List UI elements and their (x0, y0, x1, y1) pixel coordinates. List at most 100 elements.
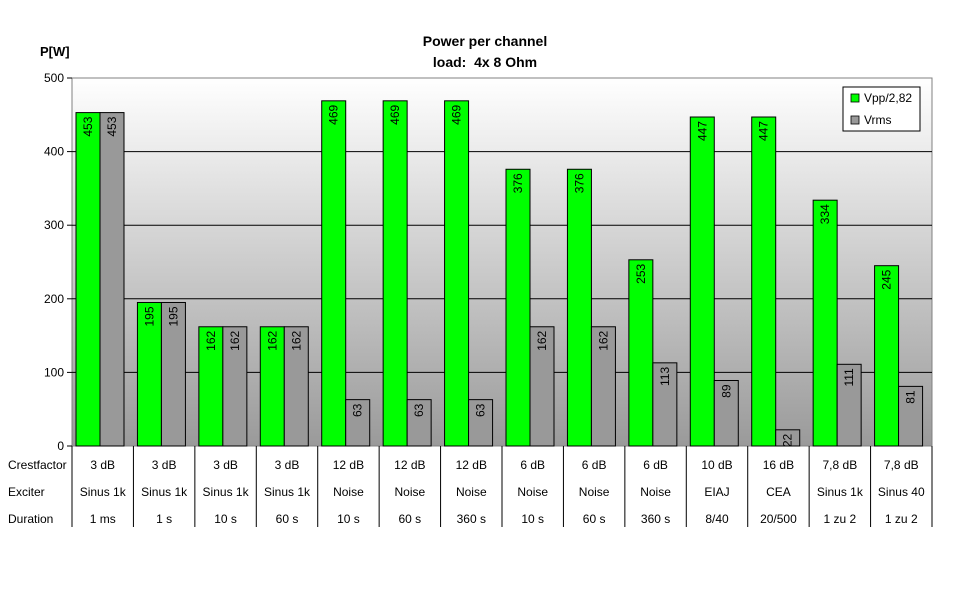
data-label-vpp-4: 469 (327, 104, 341, 124)
table-cell-crestfactor-11: 16 dB (763, 458, 794, 472)
table-cell-exciter-10: EIAJ (704, 485, 729, 499)
y-tick-label-500: 500 (44, 71, 64, 85)
data-label-vpp-5: 469 (388, 104, 402, 124)
y-tick-label-200: 200 (44, 292, 64, 306)
table-cell-exciter-7: Noise (517, 485, 548, 499)
bar-vrms-8 (590, 326, 616, 447)
table-cell-duration-6: 360 s (457, 512, 486, 526)
table-cell-duration-12: 1 zu 2 (824, 512, 857, 526)
bar-vpp-13 (874, 265, 900, 447)
bar-vpp-12 (812, 199, 838, 447)
bar-vrms-4 (345, 399, 371, 447)
legend-label-vrms: Vrms (864, 113, 892, 127)
bar-vpp-8 (566, 168, 592, 447)
data-label-vpp-3: 162 (265, 330, 279, 350)
table-cell-exciter-12: Sinus 1k (817, 485, 864, 499)
table-cell-exciter-9: Noise (640, 485, 671, 499)
chart-subtitle: load: 4x 8 Ohm (433, 54, 537, 70)
y-tick-label-100: 100 (44, 365, 64, 379)
data-label-vpp-1: 195 (142, 306, 156, 326)
data-label-vpp-8: 376 (572, 173, 586, 193)
bar-vrms-0 (99, 112, 125, 447)
data-label-vrms-3: 162 (289, 330, 303, 350)
bar-vpp-4 (321, 100, 347, 447)
table-cell-exciter-0: Sinus 1k (80, 485, 127, 499)
bar-vrms-5 (406, 399, 432, 447)
table-cell-crestfactor-8: 6 dB (582, 458, 607, 472)
table-cell-crestfactor-0: 3 dB (90, 458, 115, 472)
data-label-vrms-1: 195 (166, 306, 180, 326)
legend-swatch-vrms (850, 115, 860, 125)
data-label-vrms-13: 81 (904, 390, 918, 404)
table-cell-exciter-13: Sinus 40 (878, 485, 925, 499)
data-label-vrms-4: 63 (351, 403, 365, 417)
gridlines (72, 151, 932, 373)
data-label-vpp-12: 334 (818, 204, 832, 224)
table-cell-exciter-8: Noise (579, 485, 610, 499)
table-cell-duration-0: 1 ms (90, 512, 116, 526)
legend: Vpp/2,82 Vrms (842, 86, 921, 132)
data-label-vrms-11: 22 (781, 433, 795, 447)
data-label-vpp-13: 245 (880, 269, 894, 289)
table-cell-duration-1: 1 s (156, 512, 172, 526)
table-cell-crestfactor-3: 3 dB (275, 458, 300, 472)
y-axis-label: P[W] (40, 44, 70, 59)
data-label-vpp-9: 253 (634, 263, 648, 283)
bar-vpp-1 (136, 301, 162, 447)
table-cell-duration-4: 10 s (337, 512, 360, 526)
bar-vpp-10 (689, 116, 715, 447)
bar-vrms-2 (222, 326, 248, 447)
table-row-label-duration: Duration (8, 512, 53, 526)
data-table: Crestfactor Exciter Duration 3 dB 3 dB 3 dB 3 … (8, 446, 933, 527)
bar-vpp-2 (198, 326, 224, 447)
data-label-vpp-6: 469 (450, 104, 464, 124)
table-cell-duration-11: 20/500 (760, 512, 797, 526)
table-cell-duration-3: 60 s (276, 512, 299, 526)
table-cell-crestfactor-1: 3 dB (152, 458, 177, 472)
table-cell-crestfactor-13: 7,8 dB (884, 458, 919, 472)
data-label-vrms-12: 111 (842, 368, 856, 387)
bar-vrms-12 (836, 363, 862, 447)
data-label-vpp-2: 162 (204, 330, 218, 350)
table-cell-exciter-2: Sinus 1k (203, 485, 250, 499)
bar-vpp-5 (382, 100, 408, 447)
bar-vrms-10 (713, 379, 739, 447)
table-cell-exciter-1: Sinus 1k (141, 485, 188, 499)
bar-vrms-7 (529, 326, 555, 447)
table-cell-duration-10: 8/40 (705, 512, 729, 526)
data-label-vpp-11: 447 (757, 121, 771, 141)
table-cell-crestfactor-6: 12 dB (456, 458, 487, 472)
y-axis-ticks: 0 100 200 300 400 500 (44, 71, 72, 453)
table-cell-crestfactor-12: 7,8 dB (823, 458, 858, 472)
bar-vrms-11 (775, 429, 801, 447)
table-cell-duration-7: 10 s (521, 512, 544, 526)
data-label-vpp-0: 453 (81, 116, 95, 136)
bar-vpp-11 (751, 116, 777, 447)
table-cell-exciter-4: Noise (333, 485, 364, 499)
table-cell-crestfactor-10: 10 dB (701, 458, 732, 472)
data-label-vpp-10: 447 (695, 121, 709, 141)
table-row-label-exciter: Exciter (8, 485, 45, 499)
bar-vrms-9 (652, 362, 678, 447)
data-label-vrms-7: 162 (535, 330, 549, 350)
table-cell-exciter-11: CEA (766, 485, 791, 499)
legend-label-vpp: Vpp/2,82 (864, 91, 912, 105)
bar-vpp-9 (628, 259, 654, 447)
data-label-vrms-5: 63 (412, 403, 426, 417)
bar-vrms-1 (160, 301, 186, 447)
bar-vpp-6 (444, 100, 470, 447)
y-tick-label-300: 300 (44, 218, 64, 232)
table-cell-crestfactor-4: 12 dB (333, 458, 364, 472)
data-label-vrms-10: 89 (719, 384, 733, 398)
data-label-vpp-7: 376 (511, 173, 525, 193)
table-cell-crestfactor-2: 3 dB (213, 458, 238, 472)
table-cell-crestfactor-7: 6 dB (520, 458, 545, 472)
bar-vpp-0 (75, 112, 101, 447)
bar-vpp-7 (505, 168, 531, 447)
table-cell-duration-13: 1 zu 2 (885, 512, 918, 526)
data-label-vrms-9: 113 (658, 367, 672, 386)
data-label-vrms-8: 162 (596, 330, 610, 350)
data-label-vrms-6: 63 (474, 403, 488, 417)
data-label-vrms-2: 162 (228, 330, 242, 350)
